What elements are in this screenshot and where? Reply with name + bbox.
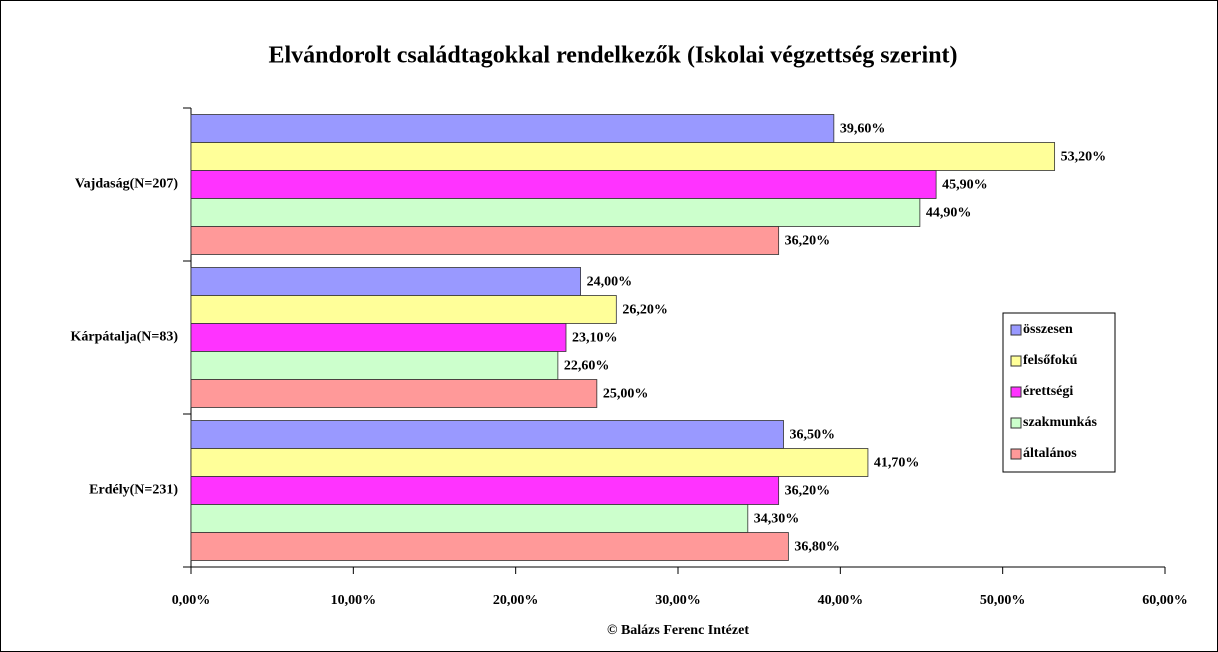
y-tick-label: Erdély(N=231) — [89, 483, 178, 498]
legend-swatch — [1010, 386, 1022, 398]
bar — [190, 295, 617, 324]
x-tick-label: 10,00% — [331, 593, 377, 608]
bar — [190, 323, 567, 352]
value-label: 34,30% — [754, 512, 800, 527]
x-tick-label: 50,00% — [980, 593, 1026, 608]
bar — [190, 420, 784, 449]
x-tick-label: 20,00% — [493, 593, 539, 608]
legend-label: szakmunkás — [1023, 415, 1097, 430]
bar — [190, 504, 749, 533]
value-label: 45,90% — [942, 178, 988, 193]
bar — [190, 170, 937, 199]
value-label: 24,00% — [587, 275, 633, 290]
value-label: 36,20% — [785, 234, 831, 249]
bar — [190, 448, 869, 477]
legend-swatch — [1010, 448, 1022, 460]
bar — [190, 198, 921, 227]
x-tick-label: 60,00% — [1142, 593, 1188, 608]
y-tick-label: Vajdaság(N=207) — [75, 177, 178, 192]
value-label: 41,70% — [874, 456, 920, 471]
x-tick-label: 30,00% — [655, 593, 701, 608]
value-label: 44,90% — [926, 206, 972, 221]
bar — [190, 226, 780, 255]
value-label: 53,20% — [1061, 150, 1107, 165]
legend-box — [1002, 312, 1116, 473]
chart-title: Elvándorolt családtagokkal rendelkezők (… — [268, 43, 957, 69]
value-label: 26,20% — [622, 303, 668, 318]
value-label: 36,20% — [785, 484, 831, 499]
bar — [190, 142, 1056, 171]
bar — [190, 532, 789, 561]
legend-swatch — [1010, 417, 1022, 429]
y-tick-label: Kárpátalja(N=83) — [70, 330, 178, 345]
bar — [190, 267, 582, 296]
legend-swatch — [1010, 324, 1022, 336]
x-tick-label: 40,00% — [818, 593, 864, 608]
legend-swatch — [1010, 355, 1022, 367]
x-tick-label: 0,00% — [172, 593, 211, 608]
bar — [190, 379, 598, 408]
legend-label: összesen — [1023, 322, 1073, 337]
bar — [190, 351, 559, 380]
bar — [190, 114, 835, 143]
legend-label: érettségi — [1023, 384, 1073, 399]
value-label: 36,80% — [794, 540, 840, 555]
legend-label: felsőfokú — [1023, 353, 1078, 368]
legend-label: általános — [1023, 446, 1077, 461]
value-label: 23,10% — [572, 331, 618, 346]
value-label: 25,00% — [603, 387, 649, 402]
x-axis-label: © Balázs Ferenc Intézet — [607, 623, 749, 638]
bar — [190, 476, 780, 505]
value-label: 22,60% — [564, 359, 610, 374]
value-label: 39,60% — [840, 122, 886, 137]
value-label: 36,50% — [790, 428, 836, 443]
